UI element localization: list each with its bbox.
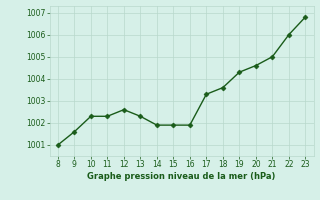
X-axis label: Graphe pression niveau de la mer (hPa): Graphe pression niveau de la mer (hPa) <box>87 172 276 181</box>
